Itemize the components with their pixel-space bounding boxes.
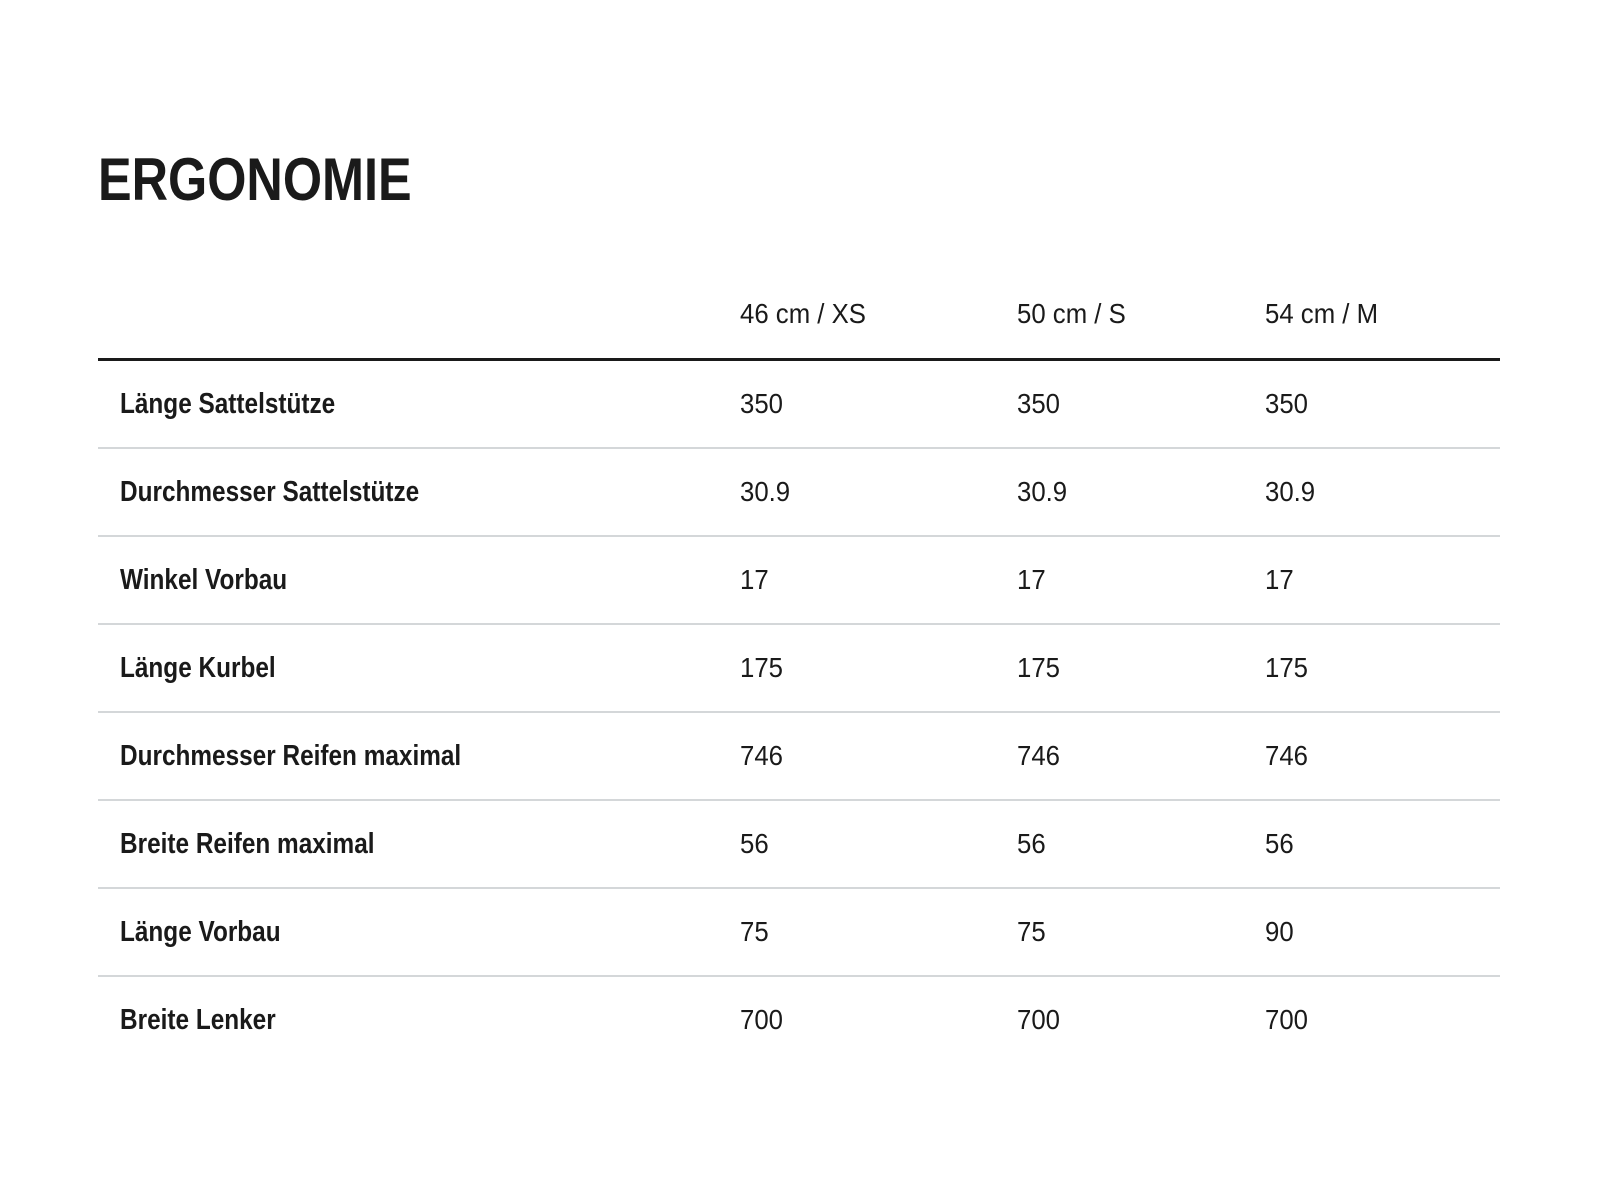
cell-value-text: 30.9 bbox=[1265, 476, 1316, 507]
cell-value-text: 175 bbox=[740, 652, 783, 683]
row-label: Winkel Vorbau bbox=[98, 536, 740, 625]
table-header: 46 cm / XS 50 cm / S 54 cm / M bbox=[98, 270, 1500, 361]
cell-value-text: 700 bbox=[1265, 1004, 1308, 1035]
page-title-text: ERGONOMIE bbox=[98, 146, 412, 213]
cell-value-text: 30.9 bbox=[740, 476, 791, 507]
row-label-text: Durchmesser Sattelstütze bbox=[120, 475, 420, 508]
cell-value: 17 bbox=[1265, 536, 1500, 625]
cell-value: 30.9 bbox=[1017, 448, 1265, 537]
row-label: Durchmesser Reifen maximal bbox=[98, 712, 740, 801]
cell-value-text: 56 bbox=[740, 828, 769, 859]
row-label: Breite Lenker bbox=[98, 976, 740, 1063]
cell-value: 746 bbox=[1265, 712, 1500, 801]
ergonomics-table: 46 cm / XS 50 cm / S 54 cm / M Länge Sat… bbox=[98, 270, 1500, 1063]
cell-value: 75 bbox=[1017, 888, 1265, 977]
table-row: Durchmesser Sattelstütze 30.9 30.9 30.9 bbox=[98, 448, 1500, 537]
column-header-label: 46 cm / XS bbox=[740, 298, 866, 329]
column-header-size-xs: 46 cm / XS bbox=[740, 270, 1017, 361]
cell-value-text: 350 bbox=[1017, 388, 1060, 419]
column-header-label: 54 cm / M bbox=[1265, 298, 1379, 329]
cell-value: 350 bbox=[740, 359, 1017, 449]
cell-value-text: 56 bbox=[1017, 828, 1046, 859]
column-header-label: 50 cm / S bbox=[1017, 298, 1126, 329]
cell-value: 746 bbox=[1017, 712, 1265, 801]
cell-value: 175 bbox=[740, 624, 1017, 713]
cell-value-text: 175 bbox=[1017, 652, 1060, 683]
table-row: Winkel Vorbau 17 17 17 bbox=[98, 536, 1500, 625]
cell-value-text: 350 bbox=[740, 388, 783, 419]
cell-value-text: 700 bbox=[1017, 1004, 1060, 1035]
cell-value-text: 75 bbox=[740, 916, 769, 947]
cell-value: 56 bbox=[1017, 800, 1265, 889]
cell-value-text: 56 bbox=[1265, 828, 1294, 859]
table-row: Breite Reifen maximal 56 56 56 bbox=[98, 800, 1500, 889]
row-label: Länge Vorbau bbox=[98, 888, 740, 977]
cell-value: 350 bbox=[1017, 359, 1265, 449]
row-label-text: Länge Sattelstütze bbox=[120, 387, 336, 420]
table-row: Länge Vorbau 75 75 90 bbox=[98, 888, 1500, 977]
cell-value-text: 17 bbox=[740, 564, 769, 595]
cell-value-text: 17 bbox=[1017, 564, 1046, 595]
table-body: Länge Sattelstütze 350 350 350 Durchmess… bbox=[98, 359, 1500, 1064]
table-row: Breite Lenker 700 700 700 bbox=[98, 976, 1500, 1063]
cell-value-text: 30.9 bbox=[1017, 476, 1068, 507]
cell-value: 175 bbox=[1017, 624, 1265, 713]
header-row: 46 cm / XS 50 cm / S 54 cm / M bbox=[98, 270, 1500, 361]
row-label-text: Länge Vorbau bbox=[120, 915, 281, 948]
cell-value: 350 bbox=[1265, 359, 1500, 449]
cell-value-text: 746 bbox=[740, 740, 783, 771]
table-row: Durchmesser Reifen maximal 746 746 746 bbox=[98, 712, 1500, 801]
row-label-text: Winkel Vorbau bbox=[120, 563, 288, 596]
page-title: ERGONOMIE bbox=[98, 150, 1502, 210]
row-label: Länge Kurbel bbox=[98, 624, 740, 713]
row-label: Länge Sattelstütze bbox=[98, 359, 740, 449]
cell-value: 56 bbox=[1265, 800, 1500, 889]
cell-value: 90 bbox=[1265, 888, 1500, 977]
cell-value: 56 bbox=[740, 800, 1017, 889]
cell-value: 30.9 bbox=[740, 448, 1017, 537]
cell-value-text: 90 bbox=[1265, 916, 1294, 947]
cell-value-text: 17 bbox=[1265, 564, 1294, 595]
cell-value-text: 700 bbox=[740, 1004, 783, 1035]
row-label-text: Breite Reifen maximal bbox=[120, 827, 375, 860]
cell-value-text: 746 bbox=[1265, 740, 1308, 771]
row-label: Durchmesser Sattelstütze bbox=[98, 448, 740, 537]
cell-value: 700 bbox=[1017, 976, 1265, 1063]
table-row: Länge Kurbel 175 175 175 bbox=[98, 624, 1500, 713]
cell-value: 17 bbox=[1017, 536, 1265, 625]
row-label-text: Breite Lenker bbox=[120, 1003, 276, 1036]
column-header-size-s: 50 cm / S bbox=[1017, 270, 1265, 361]
cell-value: 746 bbox=[740, 712, 1017, 801]
table-row: Länge Sattelstütze 350 350 350 bbox=[98, 359, 1500, 449]
row-label-text: Länge Kurbel bbox=[120, 651, 276, 684]
cell-value-text: 746 bbox=[1017, 740, 1060, 771]
column-header-size-m: 54 cm / M bbox=[1265, 270, 1500, 361]
cell-value: 175 bbox=[1265, 624, 1500, 713]
cell-value: 700 bbox=[740, 976, 1017, 1063]
row-label-text: Durchmesser Reifen maximal bbox=[120, 739, 462, 772]
corner-cell bbox=[98, 270, 740, 361]
cell-value-text: 75 bbox=[1017, 916, 1046, 947]
cell-value: 30.9 bbox=[1265, 448, 1500, 537]
cell-value: 75 bbox=[740, 888, 1017, 977]
row-label: Breite Reifen maximal bbox=[98, 800, 740, 889]
cell-value: 700 bbox=[1265, 976, 1500, 1063]
cell-value-text: 175 bbox=[1265, 652, 1308, 683]
cell-value: 17 bbox=[740, 536, 1017, 625]
cell-value-text: 350 bbox=[1265, 388, 1308, 419]
